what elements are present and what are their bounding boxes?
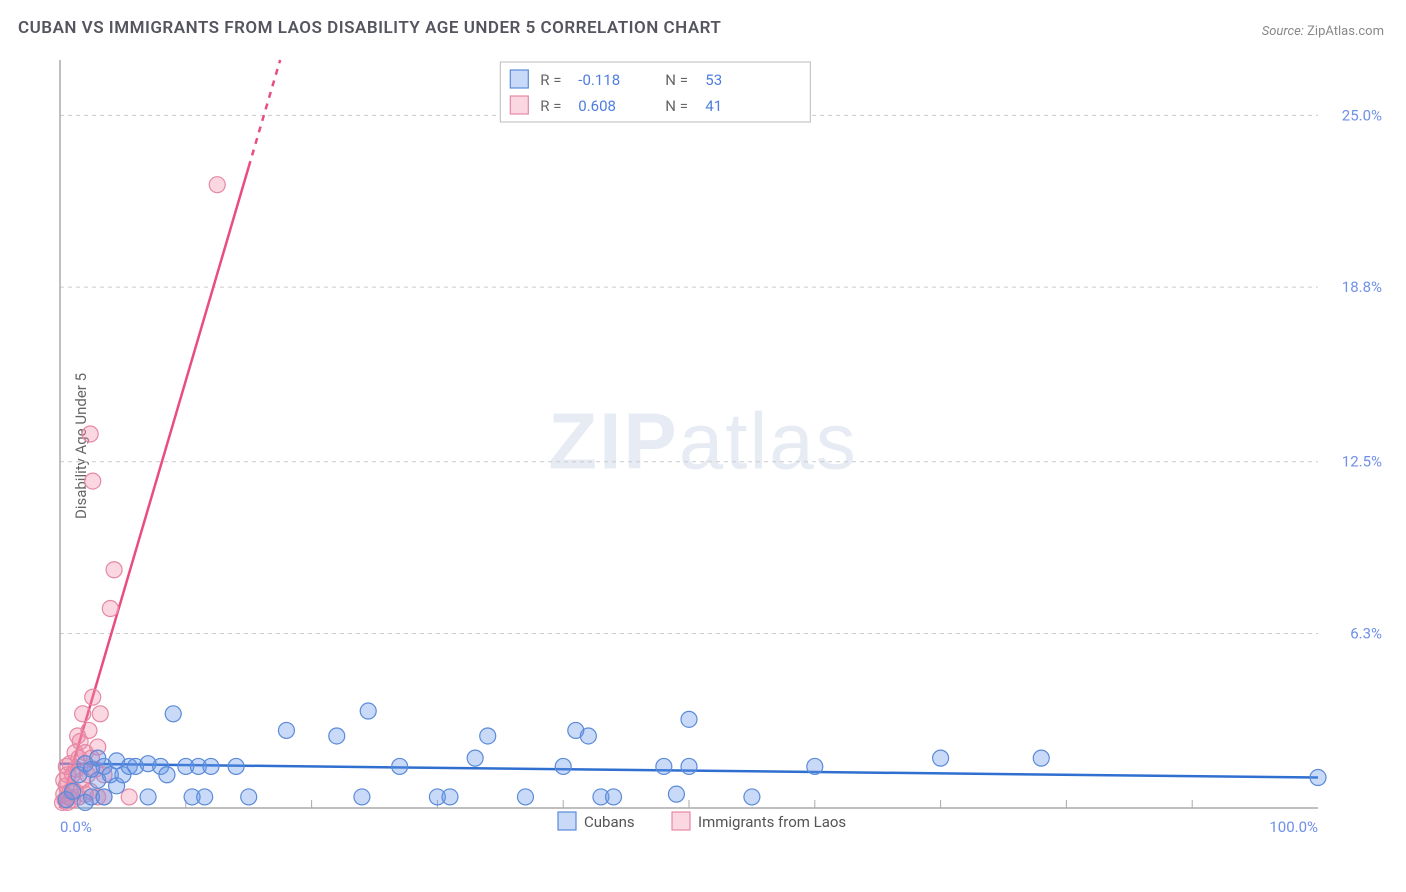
legend-r-value: -0.118	[578, 71, 620, 89]
legend-n-value: 41	[705, 97, 722, 115]
point-cubans	[165, 706, 181, 722]
point-cubans	[681, 711, 697, 727]
legend-n-value: 53	[705, 71, 722, 89]
legend-series-label: Immigrants from Laos	[698, 813, 846, 831]
legend-swatch	[558, 812, 576, 830]
point-cubans	[933, 750, 949, 766]
chart-title: CUBAN VS IMMIGRANTS FROM LAOS DISABILITY…	[18, 18, 721, 38]
point-cubans	[467, 750, 483, 766]
point-cubans	[392, 758, 408, 774]
scatter-plot: 6.3% 12.5% 18.8% 25.0% 0.0% 100.0% R = -0.118 N…	[48, 48, 1388, 848]
legend-series-label: Cubans	[584, 813, 635, 831]
point-cubans	[442, 789, 458, 805]
legend-r-label: R =	[540, 71, 561, 89]
x-tick-label: 100.0%	[1269, 818, 1318, 836]
point-cubans	[681, 758, 697, 774]
point-cubans	[241, 789, 257, 805]
point-cubans	[354, 789, 370, 805]
point-cubans	[197, 789, 213, 805]
legend-swatch	[510, 70, 528, 88]
point-cubans	[807, 758, 823, 774]
point-laos	[209, 177, 225, 193]
point-cubans	[329, 728, 345, 744]
point-cubans	[480, 728, 496, 744]
legend-r-value: 0.608	[578, 97, 616, 115]
y-tick-label: 12.5%	[1342, 453, 1382, 471]
point-cubans	[656, 758, 672, 774]
point-cubans	[744, 789, 760, 805]
legend-swatch	[510, 96, 528, 114]
point-laos	[82, 426, 98, 442]
y-tick-label: 6.3%	[1350, 624, 1382, 642]
legend-n-label: N =	[665, 71, 688, 89]
point-laos	[81, 722, 97, 738]
legend-n-label: N =	[665, 97, 688, 115]
point-laos	[85, 689, 101, 705]
point-cubans	[1310, 770, 1326, 786]
point-cubans	[228, 758, 244, 774]
point-laos	[106, 562, 122, 578]
trendline-laos-extrapolated	[249, 60, 280, 167]
point-cubans	[278, 722, 294, 738]
point-cubans	[360, 703, 376, 719]
point-laos	[75, 706, 91, 722]
y-tick-label: 25.0%	[1342, 106, 1382, 124]
source-attribution: Source: ZipAtlas.com	[1262, 24, 1384, 39]
x-tick-label: 0.0%	[60, 818, 92, 836]
source-label: Source:	[1262, 24, 1304, 39]
point-laos	[121, 789, 137, 805]
point-cubans	[65, 783, 81, 799]
chart-svg: 6.3% 12.5% 18.8% 25.0% 0.0% 100.0% R = -0.118 N…	[48, 48, 1388, 848]
legend-swatch	[672, 812, 690, 830]
point-cubans	[668, 786, 684, 802]
point-cubans	[96, 789, 112, 805]
point-cubans	[517, 789, 533, 805]
point-cubans	[555, 758, 571, 774]
point-cubans	[1033, 750, 1049, 766]
point-laos	[102, 601, 118, 617]
point-cubans	[580, 728, 596, 744]
point-laos	[92, 706, 108, 722]
point-laos	[85, 473, 101, 489]
legend-r-label: R =	[540, 97, 561, 115]
y-tick-label: 18.8%	[1342, 278, 1382, 296]
point-cubans	[203, 758, 219, 774]
source-value: ZipAtlas.com	[1307, 24, 1384, 39]
point-cubans	[159, 767, 175, 783]
point-cubans	[606, 789, 622, 805]
point-cubans	[140, 789, 156, 805]
